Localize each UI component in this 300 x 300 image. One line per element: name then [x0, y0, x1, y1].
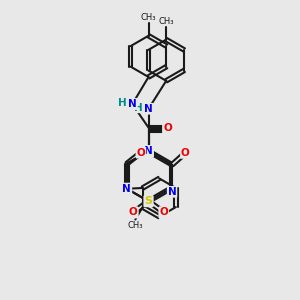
Text: H: H — [118, 98, 127, 108]
Text: S: S — [145, 196, 152, 206]
Text: O: O — [160, 207, 168, 218]
Text: H: H — [134, 103, 143, 112]
Text: N: N — [122, 184, 131, 194]
Text: N: N — [122, 184, 131, 194]
Text: N: N — [144, 146, 153, 156]
Text: N: N — [144, 104, 153, 114]
Text: O: O — [136, 148, 146, 158]
Text: N: N — [144, 146, 153, 156]
Text: O: O — [181, 148, 190, 158]
Text: CH₃: CH₃ — [128, 221, 143, 230]
Text: O: O — [163, 123, 172, 133]
Text: H: H — [118, 98, 127, 108]
Text: CH₃: CH₃ — [141, 13, 156, 22]
Text: N: N — [168, 187, 176, 197]
Text: O: O — [163, 125, 172, 135]
Text: N: N — [128, 99, 137, 109]
Text: O: O — [129, 207, 138, 218]
Text: O: O — [160, 207, 168, 218]
Text: N: N — [122, 184, 131, 194]
Text: N: N — [144, 146, 153, 156]
Text: CH₃: CH₃ — [158, 17, 174, 26]
Text: O: O — [163, 123, 172, 133]
Text: O: O — [136, 148, 146, 158]
Text: O: O — [129, 207, 138, 218]
Text: N: N — [128, 99, 137, 109]
Text: S: S — [145, 196, 152, 206]
